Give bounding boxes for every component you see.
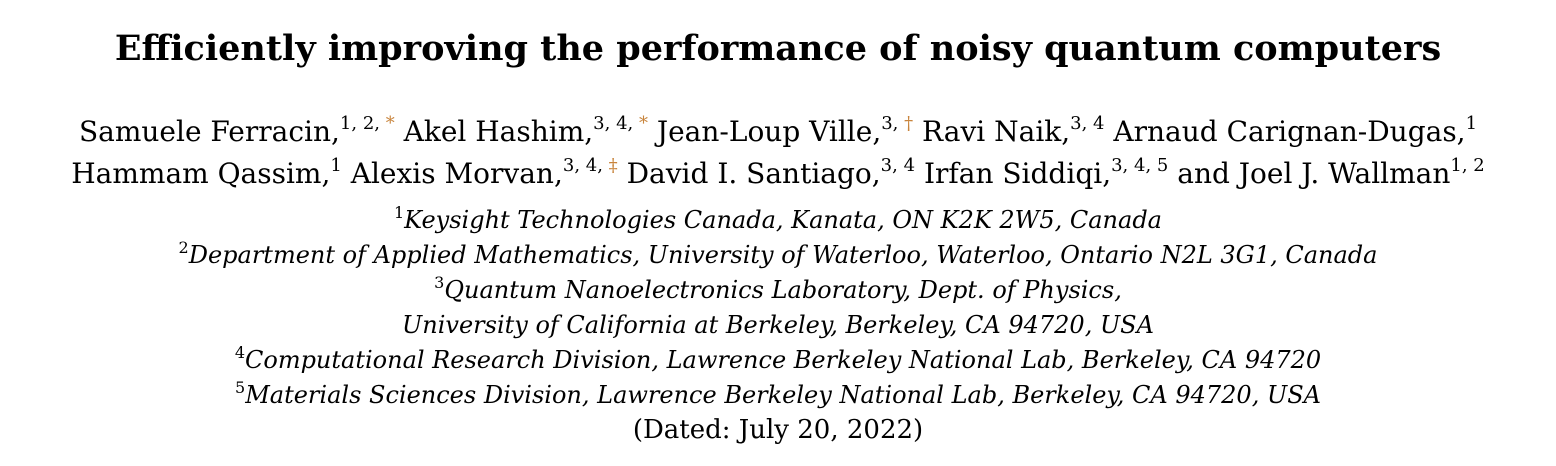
affiliation-text: Materials Sciences Division, Lawrence Be…: [245, 381, 1321, 409]
footnote-mark[interactable]: ‡: [608, 155, 618, 176]
author-affiliation-ref: 3, 4: [1070, 113, 1105, 134]
author-name: Arnaud Carignan-Dugas,: [1113, 115, 1466, 148]
affiliation: 1Keysight Technologies Canada, Kanata, O…: [0, 203, 1556, 238]
affiliation: 3Quantum Nanoelectronics Laboratory, Dep…: [0, 273, 1556, 308]
author-name: Ravi Naik,: [922, 115, 1071, 148]
author-line-2: Hammam Qassim,1 Alexis Morvan,3, 4, ‡ Da…: [0, 153, 1556, 195]
affiliation-text: Quantum Nanoelectronics Laboratory, Dept…: [444, 276, 1122, 304]
author-affiliation-ref: 3, 4: [880, 155, 916, 176]
author: Irfan Siddiqi,3, 4, 5: [923, 155, 1169, 191]
affiliation-text: University of California at Berkeley, Be…: [402, 311, 1154, 339]
author-name: Akel Hashim,: [403, 115, 594, 148]
affiliation-number: 2: [178, 238, 189, 257]
author-name: Irfan Siddiqi,: [923, 157, 1112, 190]
author-name: Samuele Ferracin,: [78, 115, 340, 148]
author-affiliation-ref: 3, 4, ‡: [562, 155, 618, 176]
date-line: (Dated: July 20, 2022): [632, 415, 924, 445]
affiliation-text: Department of Applied Mathematics, Unive…: [188, 241, 1378, 269]
author-affiliation-ref: 3, 4, 5: [1111, 155, 1169, 176]
author: Arnaud Carignan-Dugas,1: [1113, 113, 1478, 149]
footnote-mark[interactable]: †: [904, 113, 914, 134]
author-affiliation-ref: 1, 2: [1450, 155, 1485, 176]
author: David I. Santiago,3, 4: [626, 155, 916, 191]
author: Hammam Qassim,1: [71, 155, 342, 191]
author-line-1: Samuele Ferracin,1, 2, * Akel Hashim,3, …: [0, 111, 1556, 153]
affiliation-text: Computational Research Division, Lawrenc…: [245, 346, 1322, 374]
author-name: David I. Santiago,: [626, 157, 881, 190]
author-name: Hammam Qassim,: [71, 157, 331, 190]
author-affiliation-ref: 1, 2, *: [339, 113, 395, 134]
author: Ravi Naik,3, 4: [922, 113, 1105, 149]
author: Samuele Ferracin,1, 2, *: [78, 113, 395, 149]
affiliation-number: 3: [434, 273, 445, 292]
affiliation: 2Department of Applied Mathematics, Univ…: [0, 238, 1556, 273]
affiliation-number: 5: [235, 378, 246, 397]
author-list: Samuele Ferracin,1, 2, * Akel Hashim,3, …: [0, 111, 1556, 195]
footnote-mark[interactable]: *: [385, 113, 395, 134]
affiliation-continuation: University of California at Berkeley, Be…: [0, 308, 1556, 343]
affiliation-text: Keysight Technologies Canada, Kanata, ON…: [404, 206, 1162, 234]
author-affiliation-ref: 1: [1465, 113, 1478, 134]
author-name: Alexis Morvan,: [350, 157, 563, 190]
affiliation-number: 1: [393, 203, 405, 222]
author: Jean-Loup Ville,3, †: [656, 113, 914, 149]
author: Akel Hashim,3, 4, *: [403, 113, 648, 149]
affiliation: 5Materials Sciences Division, Lawrence B…: [0, 378, 1556, 413]
paper-title: Efficiently improving the performance of…: [114, 28, 1442, 69]
author-affiliation-ref: 3, †: [881, 113, 914, 134]
footnote-mark[interactable]: *: [638, 113, 648, 134]
affiliation: 4Computational Research Division, Lawren…: [0, 343, 1556, 378]
author-name: and Joel J. Wallman: [1177, 157, 1451, 190]
author: Alexis Morvan,3, 4, ‡: [350, 155, 618, 191]
affiliation-number: 4: [234, 343, 245, 362]
author: and Joel J. Wallman1, 2: [1177, 155, 1485, 191]
author-affiliation-ref: 1: [330, 155, 342, 176]
affiliation-list: 1Keysight Technologies Canada, Kanata, O…: [0, 203, 1556, 448]
author-name: Jean-Loup Ville,: [656, 115, 882, 148]
author-affiliation-ref: 3, 4, *: [593, 113, 648, 134]
